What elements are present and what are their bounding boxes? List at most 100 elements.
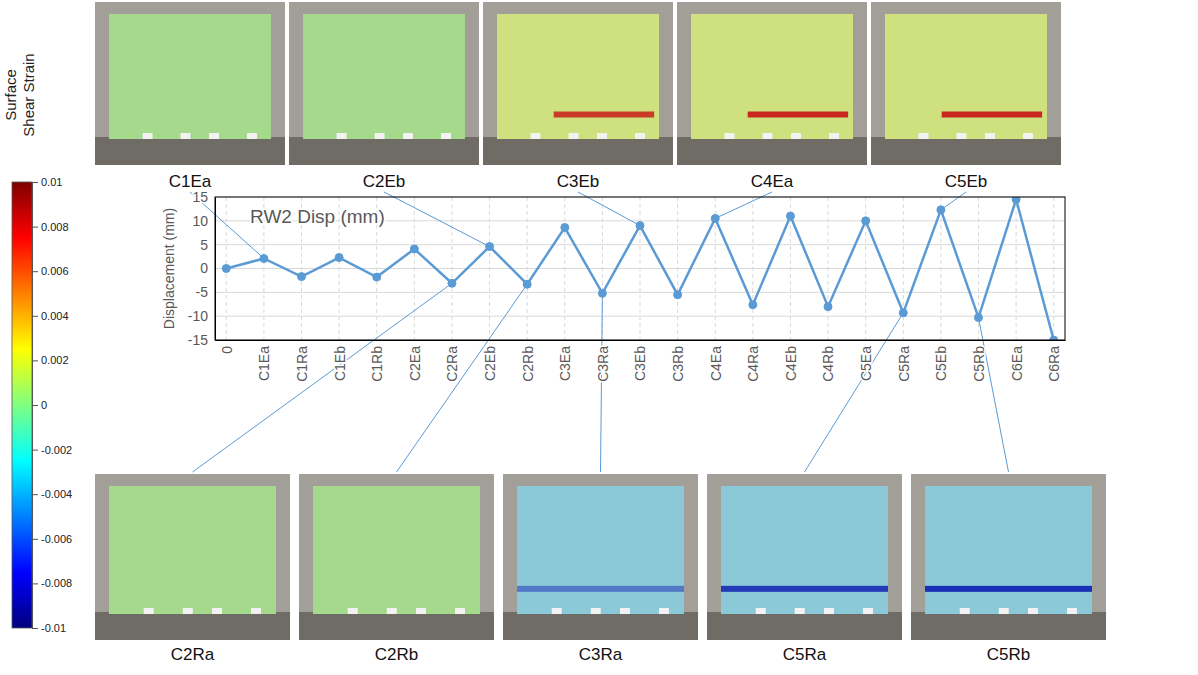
x-tick: C1Rb bbox=[369, 340, 385, 382]
leader-line bbox=[384, 192, 490, 247]
x-tick: C2Rb bbox=[520, 340, 536, 382]
panel-bottom bbox=[483, 137, 673, 165]
strain-map-panel bbox=[289, 2, 479, 165]
gauge bbox=[919, 133, 929, 139]
y-tick: 10 bbox=[192, 213, 215, 229]
leader-line bbox=[805, 313, 904, 472]
strain-field bbox=[691, 14, 853, 139]
gauge bbox=[455, 608, 465, 614]
colorbar-tick: 0 bbox=[32, 399, 47, 411]
grid-line-x bbox=[564, 197, 565, 340]
x-tick-label: C1Ra bbox=[294, 346, 310, 382]
colorbar-tick-mark bbox=[32, 182, 38, 183]
panel-bottom bbox=[95, 612, 290, 640]
gauge bbox=[181, 133, 191, 139]
plot-frame bbox=[215, 197, 1065, 340]
x-tick: C3Ra bbox=[595, 340, 611, 382]
strain-band bbox=[748, 112, 848, 118]
data-point bbox=[824, 303, 832, 311]
data-point bbox=[373, 273, 381, 281]
x-tick: C2Eb bbox=[482, 340, 498, 381]
x-tick: C3Ea bbox=[557, 340, 573, 381]
panel-background bbox=[871, 2, 1061, 165]
colorbar-tick-mark bbox=[32, 360, 38, 361]
gauge bbox=[791, 133, 801, 139]
colorbar-tick-label: 0.01 bbox=[41, 176, 62, 188]
gauge bbox=[1023, 133, 1033, 139]
panel-background bbox=[503, 474, 698, 640]
leader-line bbox=[715, 192, 772, 218]
panel-background bbox=[95, 2, 285, 165]
gauge bbox=[531, 133, 541, 139]
colorbar-tick: 0.008 bbox=[32, 221, 69, 233]
colorbar-tick-label: 0.006 bbox=[41, 265, 69, 277]
x-tick: C5Rb bbox=[971, 340, 987, 382]
y-tick: 15 bbox=[192, 189, 215, 205]
data-line bbox=[226, 199, 1053, 340]
data-point bbox=[937, 206, 945, 214]
gauge bbox=[591, 608, 601, 614]
panel-background bbox=[95, 474, 290, 640]
x-tick: C1Ra bbox=[294, 340, 310, 382]
colorbar-tick: 0.004 bbox=[32, 310, 69, 322]
x-axis-line bbox=[216, 340, 1066, 341]
x-tick-label: C5Ra bbox=[896, 346, 912, 382]
panel-label: C1Ea bbox=[169, 172, 212, 191]
colorbar-tick-mark bbox=[32, 628, 38, 629]
data-point bbox=[786, 212, 794, 220]
grid-line-x bbox=[752, 197, 753, 340]
data-point bbox=[974, 314, 982, 322]
x-tick: C3Eb bbox=[632, 340, 648, 381]
colorbar-tick: -0.01 bbox=[32, 622, 66, 634]
panel-bottom bbox=[299, 612, 494, 640]
data-point bbox=[862, 217, 870, 225]
plot-area bbox=[215, 197, 1065, 340]
x-tick-label: C5Rb bbox=[971, 346, 987, 382]
panel-label: C4Ea bbox=[751, 172, 794, 191]
x-tick-label: C5Eb bbox=[933, 346, 949, 381]
y-tick: 0 bbox=[200, 260, 215, 276]
data-marks bbox=[222, 197, 1057, 340]
data-point bbox=[598, 289, 606, 297]
colorbar bbox=[12, 182, 32, 628]
x-tick-label: C5Ea bbox=[858, 346, 874, 381]
x-tick-label: C1Rb bbox=[369, 346, 385, 382]
grid-line-x bbox=[903, 197, 904, 340]
colorbar-tick-label: 0 bbox=[41, 399, 47, 411]
colorbar-tick-label: -0.01 bbox=[41, 622, 66, 634]
x-tick: C4Ea bbox=[708, 340, 724, 381]
x-tick-label: C3Eb bbox=[632, 346, 648, 381]
colorbar-tick-label: 0.008 bbox=[41, 221, 69, 233]
grid-line-x bbox=[414, 197, 415, 340]
panel-bottom bbox=[871, 137, 1061, 165]
x-tick: C2Ea bbox=[407, 340, 423, 381]
strain-band bbox=[517, 586, 684, 592]
gauge bbox=[569, 133, 579, 139]
gauge bbox=[403, 133, 413, 139]
panel-label: C5Ra bbox=[783, 645, 827, 664]
panel-label: C3Ra bbox=[579, 645, 623, 664]
strain-field bbox=[497, 14, 659, 139]
gauge bbox=[999, 608, 1009, 614]
x-tick-label: C2Eb bbox=[482, 346, 498, 381]
leader-lines bbox=[190, 192, 1009, 472]
x-tick: C4Rb bbox=[820, 340, 836, 382]
strain-band bbox=[942, 112, 1042, 118]
y-axis-line bbox=[215, 198, 216, 341]
panel-background bbox=[677, 2, 867, 165]
figure: 0.010.0080.0060.0040.0020-0.002-0.004-0.… bbox=[0, 0, 1198, 675]
colorbar-tick: 0.01 bbox=[32, 176, 62, 188]
strain-field bbox=[517, 486, 684, 614]
strain-map-panel bbox=[483, 2, 673, 165]
x-tick: C4Ra bbox=[745, 340, 761, 382]
grid-line-x bbox=[1016, 197, 1017, 340]
panel-bottom bbox=[707, 612, 902, 640]
strain-map-panel bbox=[871, 2, 1061, 165]
strain-field bbox=[313, 486, 480, 614]
data-point bbox=[410, 245, 418, 253]
gauge bbox=[209, 133, 219, 139]
grid bbox=[215, 197, 1065, 340]
data-point bbox=[711, 214, 719, 222]
colorbar-tick: -0.006 bbox=[32, 533, 72, 545]
gauge bbox=[552, 608, 562, 614]
